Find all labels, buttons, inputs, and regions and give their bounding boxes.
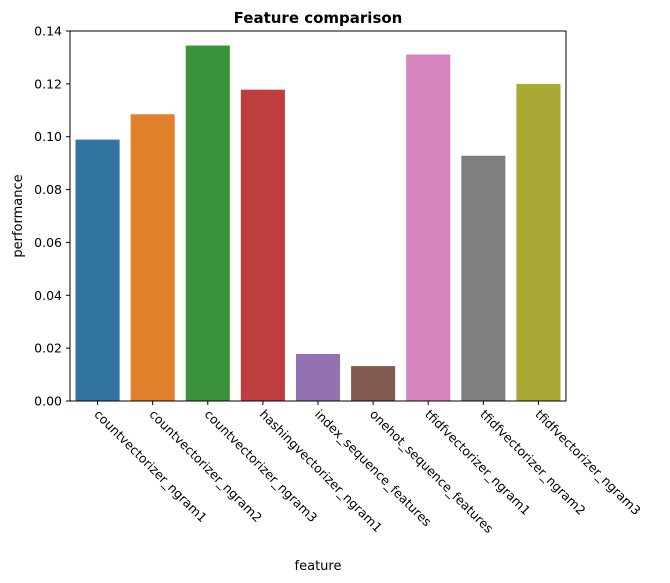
bar-countvectorizer_ngram1	[75, 139, 120, 401]
y-tick-label: 0.12	[34, 76, 62, 91]
bar-onehot_sequence_features	[351, 366, 396, 401]
x-tick-label: index_sequence_features	[312, 407, 435, 530]
x-tick-label: tfidfvectorizer_ngram1	[422, 407, 533, 518]
y-tick-label: 0.10	[34, 129, 62, 144]
x-tick-label: tfidfvectorizer_ngram3	[532, 407, 643, 518]
x-tick-label: tfidfvectorizer_ngram2	[477, 407, 588, 518]
x-axis-label: feature	[295, 559, 342, 574]
y-tick-label: 0.00	[34, 394, 62, 409]
x-tick-label: countvectorizer_ngram1	[91, 407, 210, 526]
y-tick-label: 0.04	[34, 288, 62, 303]
bar-countvectorizer_ngram2	[130, 114, 175, 401]
x-axis: countvectorizer_ngram1countvectorizer_ng…	[91, 401, 644, 536]
bar-countvectorizer_ngram3	[185, 45, 230, 401]
bar-index_sequence_features	[295, 353, 341, 401]
y-tick-label: 0.08	[34, 182, 62, 197]
plot-frame	[69, 30, 567, 402]
bar-tfidfvectorizer_ngram3	[516, 83, 561, 402]
bar-hashingvectorizer_ngram1	[240, 89, 285, 402]
y-tick-label: 0.02	[34, 341, 62, 356]
bars-group	[75, 45, 561, 402]
bar-tfidfvectorizer_ngram2	[461, 155, 506, 401]
y-axis-label: performance	[11, 174, 26, 257]
y-tick-label: 0.06	[34, 235, 62, 250]
x-tick-label: countvectorizer_ngram3	[202, 407, 321, 526]
y-tick-label: 0.14	[34, 24, 62, 39]
chart-title: Feature comparison	[234, 9, 403, 27]
y-axis: 0.00 0.02 0.04 0.06 0.08 0.10 0.12 0.14	[34, 24, 70, 409]
x-tick-label: countvectorizer_ngram2	[147, 407, 266, 526]
bar-tfidfvectorizer_ngram1	[406, 54, 451, 402]
